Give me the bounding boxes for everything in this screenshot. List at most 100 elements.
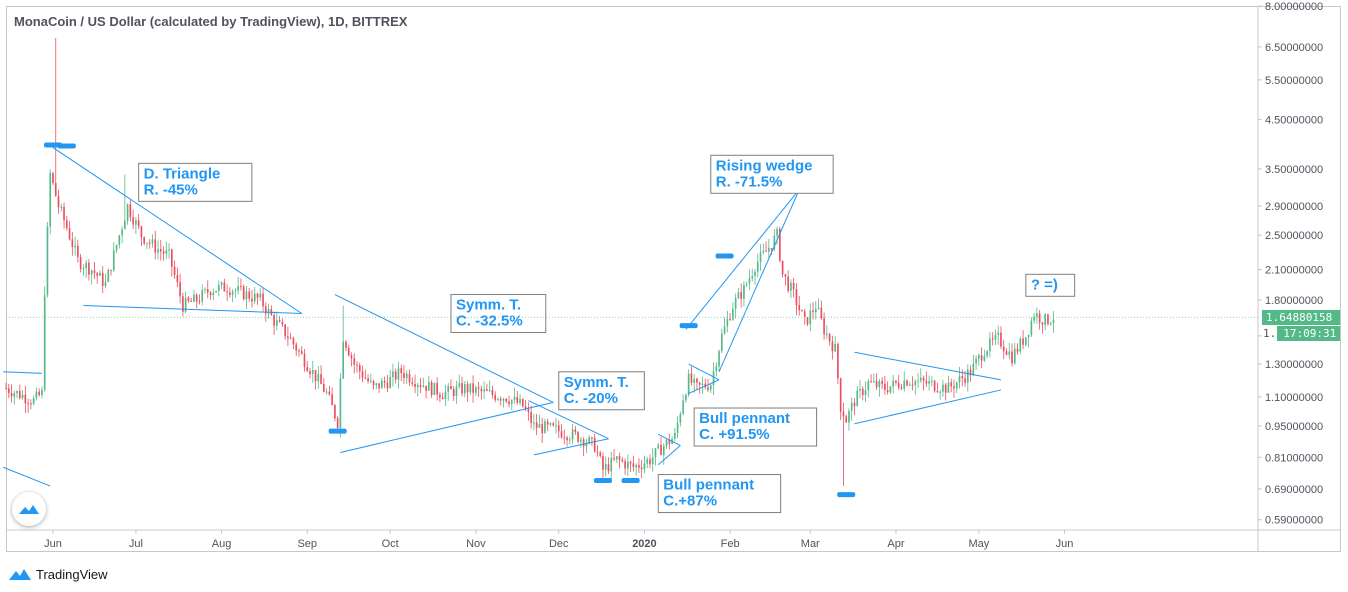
horizontal-marker[interactable] (328, 428, 347, 434)
candle-body (784, 274, 787, 277)
trendline[interactable] (657, 445, 681, 466)
candle-body (535, 422, 538, 428)
candle-body (618, 456, 621, 460)
candle-body (701, 383, 704, 385)
candle-body (320, 374, 322, 385)
candle-body (712, 371, 715, 386)
candle-body (455, 386, 458, 396)
trendline[interactable] (83, 304, 302, 315)
trendline[interactable] (528, 400, 609, 440)
candle-body (439, 394, 441, 398)
trendline[interactable] (685, 189, 800, 330)
candle-body (803, 311, 806, 318)
annotation-box[interactable] (693, 407, 818, 447)
candle-body (251, 298, 253, 302)
candle-body (508, 401, 510, 405)
candle-body (931, 380, 933, 382)
candle-body (773, 235, 776, 250)
horizontal-marker[interactable] (621, 477, 640, 483)
candle-body (79, 257, 82, 269)
candle-body (5, 388, 7, 390)
candle-body (157, 249, 159, 253)
trendline[interactable] (340, 401, 554, 453)
candle-body (436, 382, 438, 395)
trendline[interactable] (718, 189, 800, 372)
horizontal-marker[interactable] (57, 143, 76, 149)
candle-body (416, 385, 419, 387)
candle-body (248, 291, 251, 299)
candle-body (524, 406, 527, 410)
candle-body (35, 391, 38, 399)
annotation-box[interactable] (710, 154, 834, 194)
candle-body (287, 336, 289, 338)
candle-body (237, 286, 239, 291)
annotation-box[interactable] (558, 371, 645, 411)
candle-body (176, 275, 179, 283)
annotation-box[interactable] (450, 294, 547, 334)
candle-body (486, 389, 488, 391)
candle-body (947, 382, 950, 393)
candle-body (24, 394, 27, 404)
trendline[interactable] (688, 379, 720, 394)
annotation-text: C. +91.5% (699, 426, 769, 443)
annotation-box[interactable] (657, 474, 782, 514)
horizontal-marker[interactable] (593, 477, 612, 483)
candle-body (27, 403, 29, 405)
candle-body (242, 286, 245, 300)
candle-body (143, 237, 146, 244)
candle-body (900, 387, 903, 389)
candle-body (118, 235, 121, 246)
trendline[interactable] (3, 466, 51, 487)
candle-body (334, 405, 336, 419)
candle-body (444, 391, 447, 400)
candle-body (378, 383, 380, 389)
y-tick-label: 5.50000000 (1265, 75, 1323, 87)
candle-body (607, 464, 610, 472)
candle-body (110, 269, 112, 271)
chart-frame[interactable] (6, 6, 1341, 552)
candle-body (121, 229, 123, 236)
trendline[interactable] (533, 438, 609, 456)
candle-body (74, 245, 76, 248)
candle-body (560, 431, 563, 438)
candle-body (911, 384, 914, 386)
trendline[interactable] (658, 433, 681, 446)
candle-body (1016, 348, 1019, 352)
candle-body (889, 386, 892, 393)
candle-body (215, 290, 217, 293)
candle-body (472, 383, 474, 393)
candle-body (331, 394, 333, 406)
candle-body (955, 382, 958, 389)
tradingview-badge[interactable] (12, 492, 46, 526)
trendline[interactable] (3, 371, 42, 374)
trendline[interactable] (52, 147, 303, 314)
y-tick-label: 4.50000000 (1265, 114, 1323, 126)
trendline[interactable] (688, 363, 720, 381)
candle-body (632, 463, 635, 468)
horizontal-marker[interactable] (837, 492, 856, 498)
candle-body (942, 384, 944, 392)
candle-body (345, 341, 347, 348)
candle-body (403, 372, 405, 379)
candle-body (65, 220, 68, 229)
candle-body (85, 262, 87, 269)
candle-body (497, 399, 499, 401)
trendline[interactable] (854, 389, 1002, 425)
candle-body (776, 228, 778, 236)
annotation-box[interactable] (138, 162, 253, 202)
y-tick-label: 8.00000000 (1265, 1, 1323, 13)
annotation-box[interactable] (1025, 273, 1076, 297)
horizontal-marker[interactable] (679, 323, 698, 329)
trendline[interactable] (854, 351, 1002, 381)
candle-body (231, 291, 234, 295)
candle-body (715, 366, 718, 372)
trendline[interactable] (334, 294, 554, 403)
candle-body (68, 228, 71, 240)
horizontal-marker[interactable] (715, 253, 734, 259)
candle-body (375, 383, 378, 386)
horizontal-marker[interactable] (43, 142, 62, 148)
candle-body (16, 390, 18, 394)
candle-body (734, 298, 737, 309)
candle-body (364, 377, 367, 379)
